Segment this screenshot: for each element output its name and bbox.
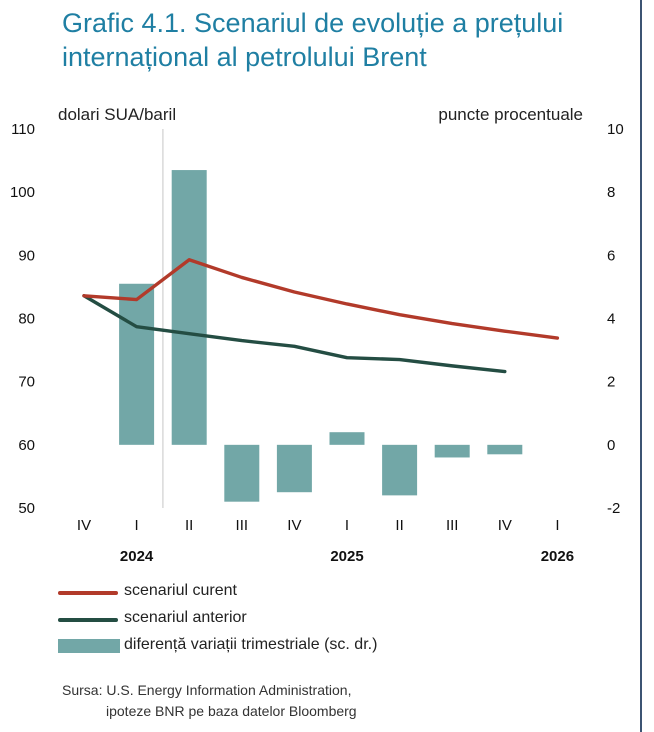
right-axis-tick-label: 6 (607, 247, 615, 264)
chart-title-line-1: Grafic 4.1. Scenariul de evoluție a preț… (62, 8, 564, 38)
series-line-current (82, 258, 560, 340)
chart-lines (82, 258, 560, 374)
x-axis-quarter-label: IV (77, 517, 91, 534)
bar-difference (487, 444, 523, 455)
legend-item-current: scenariul curent (58, 580, 618, 607)
source-line-2: ipoteze BNR pe baza datelor Bloomberg (106, 703, 357, 719)
left-axis-tick-label: 100 (10, 184, 35, 201)
x-axis-quarter-label: II (185, 517, 193, 534)
x-axis-year-label: 2024 (120, 548, 154, 565)
right-axis-unit-label: puncte procentuale (438, 105, 583, 124)
bar-difference (224, 444, 260, 502)
legend-label-difference: diferență variații trimestriale (sc. dr.… (124, 636, 378, 653)
legend-swatch-current (58, 591, 118, 595)
source-line-1: Sursa: U.S. Energy Information Administr… (62, 682, 352, 698)
chart-labels: dolari SUA/baril puncte procentuale110100… (10, 105, 624, 565)
x-axis-quarter-label: IV (287, 517, 301, 534)
left-axis-unit-label: dolari SUA/baril (58, 105, 176, 124)
x-axis-quarter-label: I (135, 517, 139, 534)
series-line-previous (82, 294, 507, 374)
frame-right-border (640, 0, 642, 732)
bar-difference (382, 444, 418, 496)
x-axis-quarter-label: III (446, 517, 459, 534)
left-axis-tick-label: 90 (18, 247, 35, 264)
x-axis-year-label: 2025 (330, 548, 363, 565)
legend-label-current: scenariul curent (124, 582, 237, 599)
right-axis-tick-label: 2 (607, 374, 615, 391)
chart-title: Grafic 4.1. Scenariul de evoluție a preț… (62, 6, 622, 74)
legend-item-difference: diferență variații trimestriale (sc. dr.… (58, 634, 618, 661)
legend-label-previous: scenariul anterior (124, 609, 247, 626)
left-axis-tick-label: 80 (18, 311, 35, 328)
right-axis-tick-label: 8 (607, 184, 615, 201)
x-axis-quarter-label: I (555, 517, 559, 534)
bar-difference (329, 432, 365, 445)
bar-difference (434, 444, 470, 458)
x-axis-quarter-label: I (345, 517, 349, 534)
right-axis-tick-label: 0 (607, 437, 615, 454)
left-axis-tick-label: 60 (18, 437, 35, 454)
right-axis-tick-label: -2 (607, 500, 620, 517)
left-axis-tick-label: 50 (18, 500, 35, 517)
x-axis-quarter-label: IV (498, 517, 512, 534)
legend-swatch-previous (58, 618, 118, 622)
x-axis-year-label: 2026 (541, 548, 574, 565)
source-note: Sursa: U.S. Energy Information Administr… (62, 680, 357, 722)
legend: scenariul curent scenariul anterior dife… (58, 580, 618, 661)
bar-difference (171, 170, 207, 445)
left-axis-tick-label: 70 (18, 374, 35, 391)
x-axis-quarter-label: II (395, 517, 403, 534)
chart-area: dolari SUA/baril puncte procentuale110100… (10, 105, 624, 565)
x-axis-quarter-label: III (236, 517, 249, 534)
legend-item-previous: scenariul anterior (58, 607, 618, 634)
chart-bars (119, 170, 523, 502)
right-axis-tick-label: 10 (607, 121, 624, 138)
bar-difference (276, 444, 312, 493)
bar-difference (119, 283, 155, 445)
right-axis-tick-label: 4 (607, 311, 615, 328)
chart-title-line-2: internațional al petrolului Brent (62, 42, 427, 72)
left-axis-tick-label: 110 (11, 121, 35, 138)
legend-swatch-difference (58, 639, 120, 653)
